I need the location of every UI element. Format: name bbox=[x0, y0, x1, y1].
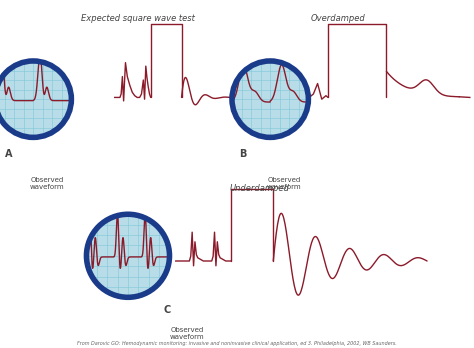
Text: Observed
waveform: Observed waveform bbox=[267, 177, 302, 190]
Text: Observed
waveform: Observed waveform bbox=[170, 327, 205, 340]
Text: B: B bbox=[239, 149, 247, 159]
Text: A: A bbox=[5, 149, 12, 159]
Text: Overdamped: Overdamped bbox=[311, 14, 366, 23]
Circle shape bbox=[0, 61, 72, 137]
Text: From Darovic GO: Hemodynamic monitoring: invasive and noninvasive clinical appli: From Darovic GO: Hemodynamic monitoring:… bbox=[77, 341, 397, 346]
Text: Observed
waveform: Observed waveform bbox=[30, 177, 65, 190]
Circle shape bbox=[86, 214, 170, 297]
Circle shape bbox=[232, 61, 309, 137]
Text: Expected square wave test: Expected square wave test bbox=[82, 14, 195, 23]
Text: Underdamped: Underdamped bbox=[229, 184, 289, 193]
Text: C: C bbox=[164, 305, 171, 315]
